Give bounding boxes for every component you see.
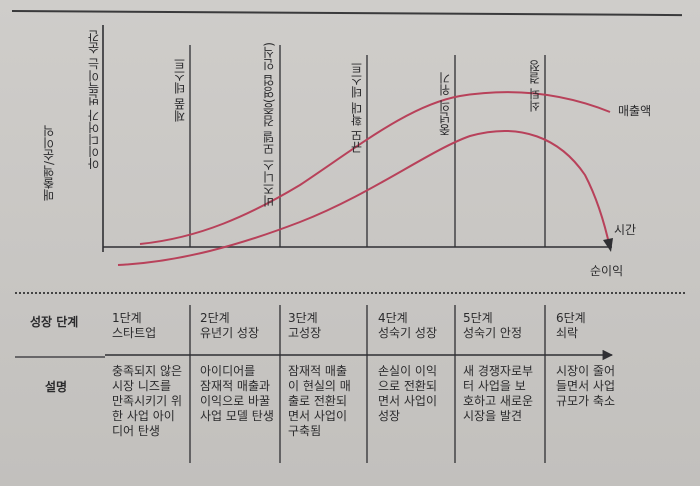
stage-name: 고성장 — [288, 326, 322, 340]
desc-line: 잠재적 매출과 — [200, 379, 271, 393]
stage-name: 쇠락 — [556, 326, 579, 340]
stage-name: 스타트업 — [112, 326, 157, 340]
desc-line: 한 사업 아이 — [112, 409, 175, 423]
milestone-label-model-validation: 비즈니스 모델 검증(영업 인식) — [262, 42, 276, 207]
desc-line: 시장 니즈를 — [112, 379, 172, 393]
desc-line: 호하고 새로운 — [463, 394, 534, 408]
desc-line: 으로 전환되 — [378, 379, 438, 393]
stage-4-description: 손실이 이익 으로 전환되 면서 사업이 성장 — [378, 364, 454, 424]
stage-name: 성숙기 안정 — [463, 326, 523, 340]
stage-3-description: 잠재적 매출 이 현실의 매 출로 전환되 면서 사업이 구축됨 — [288, 364, 366, 439]
desc-line: 규모가 축소 — [556, 394, 616, 408]
profit-arrowhead — [603, 238, 613, 252]
stage-3-header: 3단계 고성장 — [288, 311, 366, 341]
desc-line: 시장이 줄어 — [556, 364, 616, 378]
profit-label: 순이익 — [590, 264, 624, 278]
desc-line: 디어 탄생 — [112, 424, 160, 438]
milestone-label-decline-decision: 쇠퇴 결정 — [528, 60, 542, 112]
profit-curve — [117, 129, 611, 266]
stage-4-header: 4단계 성숙기 성장 — [378, 311, 454, 341]
revenue-label: 매출액 — [618, 104, 652, 118]
desc-line: 들면서 사업 — [556, 379, 616, 393]
desc-line: 사업 모델 탄생 — [200, 409, 274, 423]
stage-title: 3단계 — [288, 311, 318, 325]
milestone-label-product-test: 제품 테스트 — [173, 58, 187, 122]
stage-title: 6단계 — [556, 311, 586, 325]
desc-line: 새 경쟁자로부 — [463, 364, 534, 378]
x-axis-label: 시간 — [614, 223, 637, 237]
desc-line: 아이디어를 — [200, 364, 256, 378]
row-header-description: 설명 — [45, 380, 68, 394]
desc-line: 구축됨 — [288, 424, 322, 438]
stage-6-header: 6단계 쇠락 — [556, 311, 636, 341]
desc-line: 시장을 발견 — [463, 409, 523, 423]
desc-line: 이익으로 바꿀 — [200, 394, 271, 408]
desc-line: 출로 전환되 — [288, 394, 348, 408]
stage-title: 5단계 — [463, 311, 493, 325]
desc-line: 만족시키기 위 — [112, 394, 183, 408]
desc-line: 터 사업을 보 — [463, 379, 526, 393]
stage-name: 성숙기 성장 — [378, 326, 438, 340]
desc-line: 성장 — [378, 409, 401, 423]
desc-line: 이 현실의 매 — [288, 379, 351, 393]
milestone-label-idea: 아이디어가 번뜩이는 순간 — [87, 30, 101, 170]
desc-line: 충족되지 않은 — [112, 364, 183, 378]
stage-2-description: 아이디어를 잠재적 매출과 이익으로 바꿀 사업 모델 탄생 — [200, 364, 278, 424]
revenue-curve — [139, 91, 611, 245]
stage-title: 2단계 — [200, 311, 230, 325]
section-divider — [15, 292, 685, 294]
stage-6-description: 시장이 줄어 들면서 사업 규모가 축소 — [556, 364, 636, 409]
desc-line: 면서 사업이 — [378, 394, 438, 408]
stage-title: 4단계 — [378, 311, 408, 325]
stage-2-header: 2단계 유년기 성장 — [200, 311, 278, 341]
y-axis-label: 매출액/순이익 — [42, 125, 56, 202]
desc-line: 잠재적 매출 — [288, 364, 348, 378]
row-header-stage: 성장 단계 — [30, 315, 79, 329]
stage-5-description: 새 경쟁자로부 터 사업을 보 호하고 새로운 시장을 발견 — [463, 364, 543, 424]
desc-line: 손실이 이익 — [378, 364, 438, 378]
stage-1-description: 충족되지 않은 시장 니즈를 만족시키기 위 한 사업 아이 디어 탄생 — [112, 364, 188, 439]
milestone-label-midlife-crisis: 중년의 위기 — [438, 72, 452, 136]
stage-5-header: 5단계 성숙기 안정 — [463, 311, 543, 341]
stage-name: 유년기 성장 — [200, 326, 260, 340]
stage-title: 1단계 — [112, 311, 142, 325]
desc-line: 면서 사업이 — [288, 409, 348, 423]
milestone-label-scale-test: 규모 확대 테스트 — [350, 62, 364, 154]
stage-1-header: 1단계 스타트업 — [112, 311, 188, 341]
